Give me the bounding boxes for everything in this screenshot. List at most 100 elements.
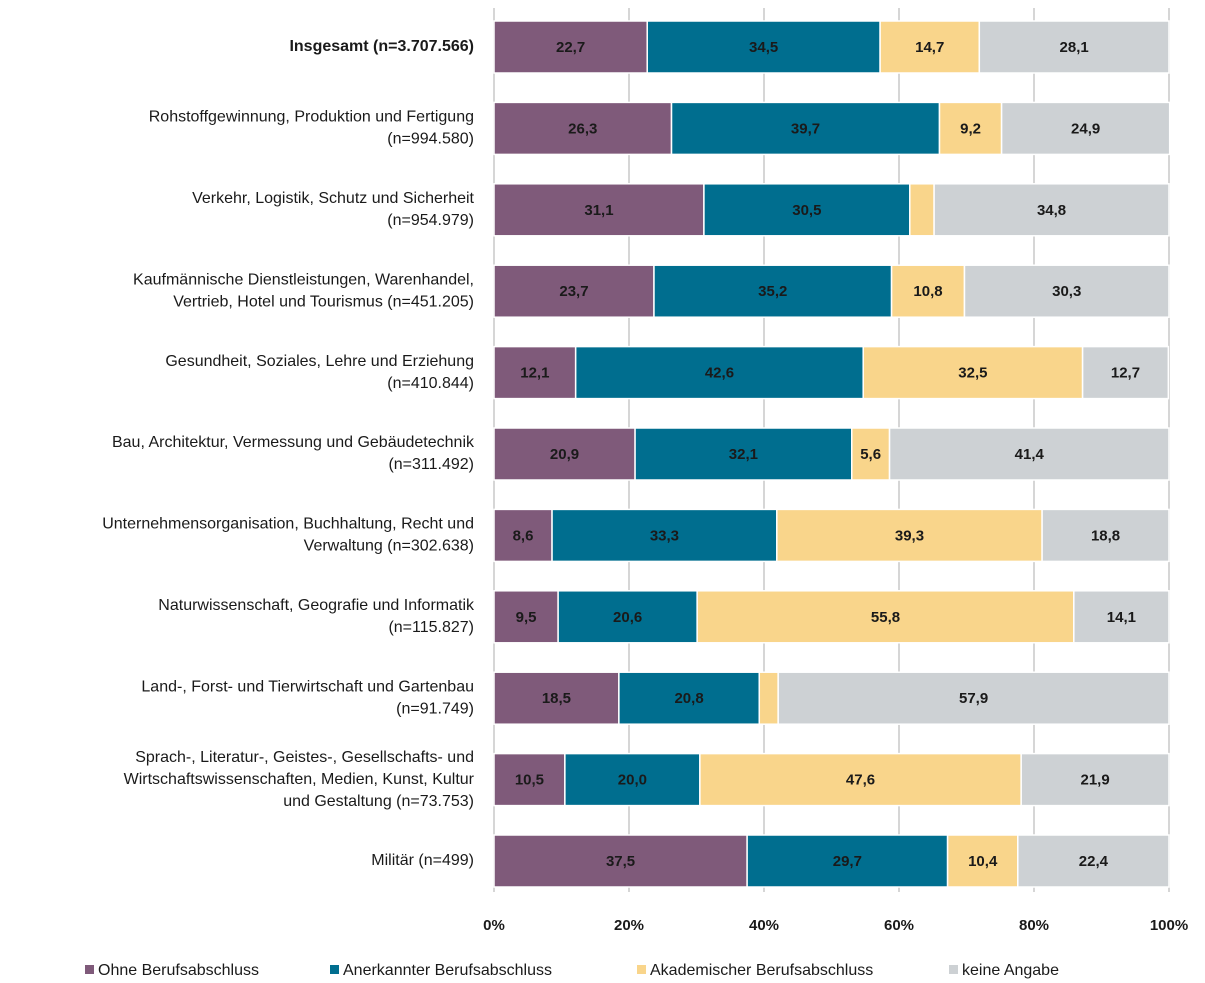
value-label: 30,3 <box>1052 283 1081 300</box>
legend-swatch <box>637 965 646 974</box>
value-label: 20,8 <box>674 690 703 707</box>
bar-segment <box>1017 834 1170 888</box>
bar-segment <box>557 590 698 644</box>
legend-label: keine Angabe <box>962 962 1059 979</box>
category-label: (n=91.749) <box>396 700 474 717</box>
value-label: 20,0 <box>618 772 647 789</box>
legend-label: Anerkannter Berufsabschluss <box>343 962 552 979</box>
value-label: 39,3 <box>895 527 924 544</box>
bar-segment <box>746 834 949 888</box>
bar-segment <box>890 264 966 318</box>
value-label: 30,5 <box>792 202 821 219</box>
bar-segment <box>1000 101 1171 156</box>
bar-segment <box>777 671 1170 725</box>
category-label: (n=994.580) <box>387 131 474 148</box>
value-label: 20,6 <box>613 609 642 626</box>
bar-segment <box>933 183 1170 237</box>
category-label: Wirtschaftswissenschaften, Medien, Kunst… <box>124 771 475 788</box>
x-tick-label: 100% <box>1150 917 1188 934</box>
value-label: 10,4 <box>968 853 998 870</box>
bar-segment <box>493 752 566 807</box>
bar-segment <box>938 101 1003 156</box>
bar-segment <box>634 427 853 481</box>
bar-segment <box>888 427 1170 481</box>
value-label: 10,5 <box>515 772 544 789</box>
bar-segment <box>1073 590 1170 644</box>
category-label: Gesundheit, Soziales, Lehre und Erziehun… <box>165 353 474 370</box>
x-tick-label: 80% <box>1019 917 1049 934</box>
value-label: 33,3 <box>650 527 679 544</box>
category-label: (n=311.492) <box>388 456 474 473</box>
legend-label: Akademischer Berufsabschluss <box>650 962 873 979</box>
bar-segment <box>776 508 1043 563</box>
category-label: Land-, Forst- und Tierwirtschaft und Gar… <box>141 678 474 695</box>
value-label: 22,4 <box>1079 853 1109 870</box>
value-label: 47,6 <box>846 772 875 789</box>
value-label: 10,8 <box>913 283 942 300</box>
category-label: (n=410.844) <box>387 375 474 392</box>
legend-swatch <box>949 965 958 974</box>
value-label: 42,6 <box>705 365 734 382</box>
value-label: 14,7 <box>915 39 944 56</box>
value-label: 35,2 <box>758 283 787 300</box>
bar-segment <box>493 590 559 644</box>
value-label: 9,5 <box>516 609 537 626</box>
category-label: Unternehmensorganisation, Buchhaltung, R… <box>102 516 474 533</box>
bar-segment <box>493 508 553 563</box>
value-label: 18,8 <box>1091 527 1120 544</box>
category-label: Verkehr, Logistik, Schutz und Sicherheit <box>192 190 474 207</box>
bar-segment <box>963 264 1170 318</box>
x-tick-label: 60% <box>884 917 914 934</box>
value-label: 22,7 <box>556 39 585 56</box>
value-label: 26,3 <box>568 120 597 137</box>
x-tick-label: 20% <box>614 917 644 934</box>
value-label: 8,6 <box>513 527 534 544</box>
x-tick-label: 40% <box>749 917 779 934</box>
bar-segment <box>909 183 935 237</box>
value-label: 37,5 <box>606 853 635 870</box>
bar-segment <box>564 752 701 807</box>
legend-swatch <box>330 965 339 974</box>
x-tick-label: 0% <box>483 917 505 934</box>
value-label: 5,6 <box>860 446 881 463</box>
bar-segment <box>493 20 648 74</box>
value-label: 57,9 <box>959 690 988 707</box>
value-label: 32,1 <box>729 446 758 463</box>
value-label: 32,5 <box>958 365 987 382</box>
category-label: Vertrieb, Hotel und Tourismus (n=451.205… <box>173 293 474 310</box>
bar-segment <box>1081 345 1170 400</box>
value-label: 23,7 <box>559 283 588 300</box>
bar-segment <box>1020 752 1170 807</box>
value-label: 18,5 <box>542 690 571 707</box>
category-label: (n=115.827) <box>388 619 474 636</box>
bar-segment <box>696 590 1075 644</box>
value-label: 55,8 <box>871 609 900 626</box>
value-label: 12,1 <box>520 365 549 382</box>
bar-segment <box>618 671 761 725</box>
value-label: 14,1 <box>1107 609 1136 626</box>
value-label: 29,7 <box>833 853 862 870</box>
category-label: (n=954.979) <box>387 212 474 229</box>
category-label: Verwaltung (n=302.638) <box>304 538 474 555</box>
value-label: 12,7 <box>1111 365 1140 382</box>
bar-segment <box>670 101 941 156</box>
bar-segment <box>703 183 911 237</box>
category-label: Insgesamt (n=3.707.566) <box>289 38 474 55</box>
bar-segment <box>699 752 1022 807</box>
bar-segment <box>978 20 1170 74</box>
category-label: Kaufmännische Dienstleistungen, Warenhan… <box>133 271 474 288</box>
bar-segment <box>862 345 1084 400</box>
bar-segment <box>493 671 620 725</box>
value-label: 9,2 <box>960 120 981 137</box>
category-label: und Gestaltung (n=73.753) <box>283 793 474 810</box>
bar-segment <box>493 183 705 237</box>
value-label: 21,9 <box>1080 772 1109 789</box>
legend-label: Ohne Berufsabschluss <box>98 962 259 979</box>
value-label: 28,1 <box>1060 39 1089 56</box>
category-label: Militär (n=499) <box>371 852 474 869</box>
bar-segment <box>493 264 655 318</box>
value-label: 34,5 <box>749 39 778 56</box>
bar-segment <box>758 671 779 725</box>
category-label: Rohstoffgewinnung, Produktion und Fertig… <box>149 109 474 126</box>
